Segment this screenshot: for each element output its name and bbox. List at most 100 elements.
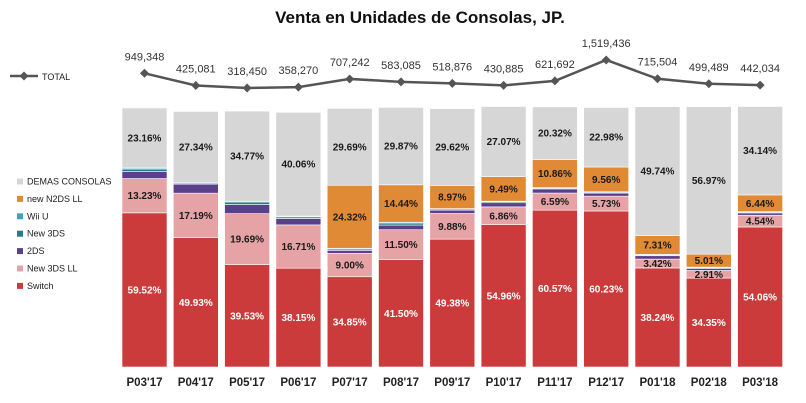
bar-segment-demas-consolas-11 bbox=[685, 106, 732, 255]
total-point-12 bbox=[755, 80, 765, 90]
total-label-9: 1,519,436 bbox=[582, 38, 631, 50]
total-point-7 bbox=[499, 80, 509, 90]
x-axis-ticks: P03'17 P04'17 P05'17 P06'17 P07'17 P08'17 P09'… bbox=[127, 377, 779, 389]
legend: TOTAL DEMAS CONSOLAS new N2DS LL Wii U New 3… bbox=[10, 71, 112, 291]
bar-segment-switch-11 bbox=[685, 277, 732, 368]
bar-segment-2ds-12 bbox=[737, 212, 783, 216]
legend-swatch-new-3ds bbox=[17, 230, 23, 237]
bar-segment-new-n2ds-ll-9 bbox=[583, 166, 630, 193]
bar-segment-demas-consolas-9 bbox=[583, 107, 630, 168]
bar-label-switch-3: 38.15% bbox=[281, 313, 315, 324]
bar-segment-2ds-6 bbox=[429, 209, 476, 214]
total-point-8 bbox=[550, 76, 560, 86]
total-point-1 bbox=[191, 81, 201, 91]
bar-label-switch-0: 59.52% bbox=[128, 285, 162, 296]
bar-segment-new-n2ds-ll-7 bbox=[480, 176, 527, 202]
bar-segment-new-n2ds-ll-8 bbox=[532, 159, 578, 188]
bar-segment-switch-4 bbox=[326, 276, 373, 368]
total-label-7: 430,885 bbox=[484, 63, 524, 75]
legend-label-new-3ds-ll: New 3DS LL bbox=[27, 264, 78, 274]
bar-segment-new-3ds-ll-1 bbox=[173, 192, 219, 238]
x-tick-label-2: P05'17 bbox=[229, 377, 265, 389]
bar-label-demas-consolas-11: 56.97% bbox=[692, 176, 726, 187]
bar-label-demas-consolas-9: 22.98% bbox=[589, 133, 623, 144]
total-label-12: 442,034 bbox=[740, 63, 780, 75]
bar-label-new-n2ds-ll-11: 5.01% bbox=[695, 256, 723, 267]
bar-label-demas-consolas-3: 40.06% bbox=[281, 160, 315, 171]
bar-label-new-3ds-ll-12: 4.54% bbox=[746, 217, 774, 228]
bar-segment-demas-consolas-6 bbox=[429, 108, 476, 186]
total-label-1: 425,081 bbox=[176, 64, 216, 76]
bar-label-switch-12: 54.06% bbox=[743, 292, 777, 303]
legend-swatch-demas-consolas bbox=[17, 178, 23, 185]
bar-label-switch-10: 38.24% bbox=[641, 313, 675, 324]
bar-label-demas-consolas-1: 27.34% bbox=[179, 142, 213, 153]
legend-swatch-new-n2ds-ll bbox=[17, 195, 23, 202]
bar-segment-2ds-9 bbox=[583, 192, 630, 197]
bar-segment-switch-7 bbox=[480, 224, 527, 368]
total-point-9 bbox=[601, 55, 611, 65]
bar-label-demas-consolas-8: 20.32% bbox=[538, 129, 572, 140]
bar-segment-2ds-5 bbox=[378, 224, 424, 231]
bar-segment-2ds-8 bbox=[532, 188, 578, 194]
bar-segment-new-3ds-5 bbox=[378, 222, 424, 226]
x-tick-label-10: P01'18 bbox=[640, 377, 677, 389]
legend-swatch-2ds bbox=[17, 248, 23, 255]
total-point-4 bbox=[345, 74, 355, 84]
bar-label-new-n2ds-ll-9: 9.56% bbox=[592, 175, 620, 186]
x-tick-label-7: P10'17 bbox=[486, 377, 522, 389]
bar-label-new-3ds-ll-2: 19.69% bbox=[230, 235, 264, 246]
x-tick-label-9: P12'17 bbox=[588, 377, 624, 389]
legend-label-demas-consolas: DEMAS CONSOLAS bbox=[27, 177, 112, 187]
bar-segment-new-3ds-ll-2 bbox=[224, 213, 270, 265]
total-label-6: 518,876 bbox=[432, 61, 472, 73]
x-tick-label-3: P06'17 bbox=[280, 377, 316, 389]
bar-label-new-n2ds-ll-8: 10.86% bbox=[538, 169, 572, 180]
total-point-6 bbox=[447, 78, 457, 88]
bar-label-switch-1: 49.93% bbox=[179, 298, 213, 309]
bar-label-new-3ds-ll-1: 17.19% bbox=[179, 211, 213, 222]
total-label-0: 949,348 bbox=[125, 51, 165, 63]
bar-segment-new-3ds-ll-0 bbox=[121, 178, 168, 214]
bar-segment-demas-consolas-3 bbox=[275, 112, 322, 217]
x-tick-label-8: P11'17 bbox=[537, 377, 572, 389]
bar-segment-new-3ds-ll-5 bbox=[378, 229, 424, 260]
bar-label-switch-6: 49.38% bbox=[435, 299, 469, 310]
bar-segment-new-3ds-0 bbox=[121, 168, 168, 172]
x-tick-label-0: P03'17 bbox=[127, 377, 163, 389]
bar-label-new-n2ds-ll-4: 24.32% bbox=[333, 212, 367, 223]
x-tick-label-12: P03'18 bbox=[742, 377, 779, 389]
total-line-layer: 949,348 425,081 318,450 358,270 707,242 583,0… bbox=[125, 38, 780, 93]
x-tick-label-1: P04'17 bbox=[178, 377, 214, 389]
bar-segment-2ds-4 bbox=[326, 250, 373, 254]
bar-segment-demas-consolas-8 bbox=[532, 106, 578, 160]
bar-segment-demas-consolas-7 bbox=[480, 106, 527, 177]
bar-label-demas-consolas-4: 29.69% bbox=[333, 142, 367, 153]
bar-label-demas-consolas-12: 34.14% bbox=[743, 146, 777, 157]
legend-swatch-switch bbox=[17, 282, 23, 289]
bar-segment-demas-consolas-0 bbox=[121, 107, 168, 169]
bar-segment-2ds-1 bbox=[173, 183, 219, 194]
bar-segment-demas-consolas-12 bbox=[737, 106, 783, 196]
bar-label-switch-11: 34.35% bbox=[692, 318, 726, 329]
bar-segment-switch-10 bbox=[634, 267, 681, 368]
bar-label-new-n2ds-ll-5: 14.44% bbox=[384, 199, 418, 210]
x-tick-label-6: P09'17 bbox=[434, 377, 470, 389]
total-point-11 bbox=[704, 79, 714, 89]
legend-total-label: TOTAL bbox=[42, 72, 70, 82]
legend-label-switch: Switch bbox=[27, 281, 54, 291]
bar-segment-2ds-3 bbox=[275, 218, 322, 226]
x-tick-label-11: P02'18 bbox=[691, 377, 728, 389]
bar-label-new-3ds-ll-3: 16.71% bbox=[281, 242, 315, 253]
bar-segment-demas-consolas-1 bbox=[173, 111, 219, 183]
total-label-2: 318,450 bbox=[227, 66, 267, 78]
legend-label-2ds: 2DS bbox=[27, 246, 45, 256]
bar-label-demas-consolas-5: 29.87% bbox=[384, 142, 418, 153]
bar-label-demas-consolas-0: 23.16% bbox=[128, 133, 162, 144]
x-tick-label-5: P08'17 bbox=[383, 377, 419, 389]
total-point-2 bbox=[242, 83, 252, 93]
bar-label-switch-7: 54.96% bbox=[487, 291, 521, 302]
legend-label-new-n2ds-ll: new N2DS LL bbox=[27, 194, 83, 204]
